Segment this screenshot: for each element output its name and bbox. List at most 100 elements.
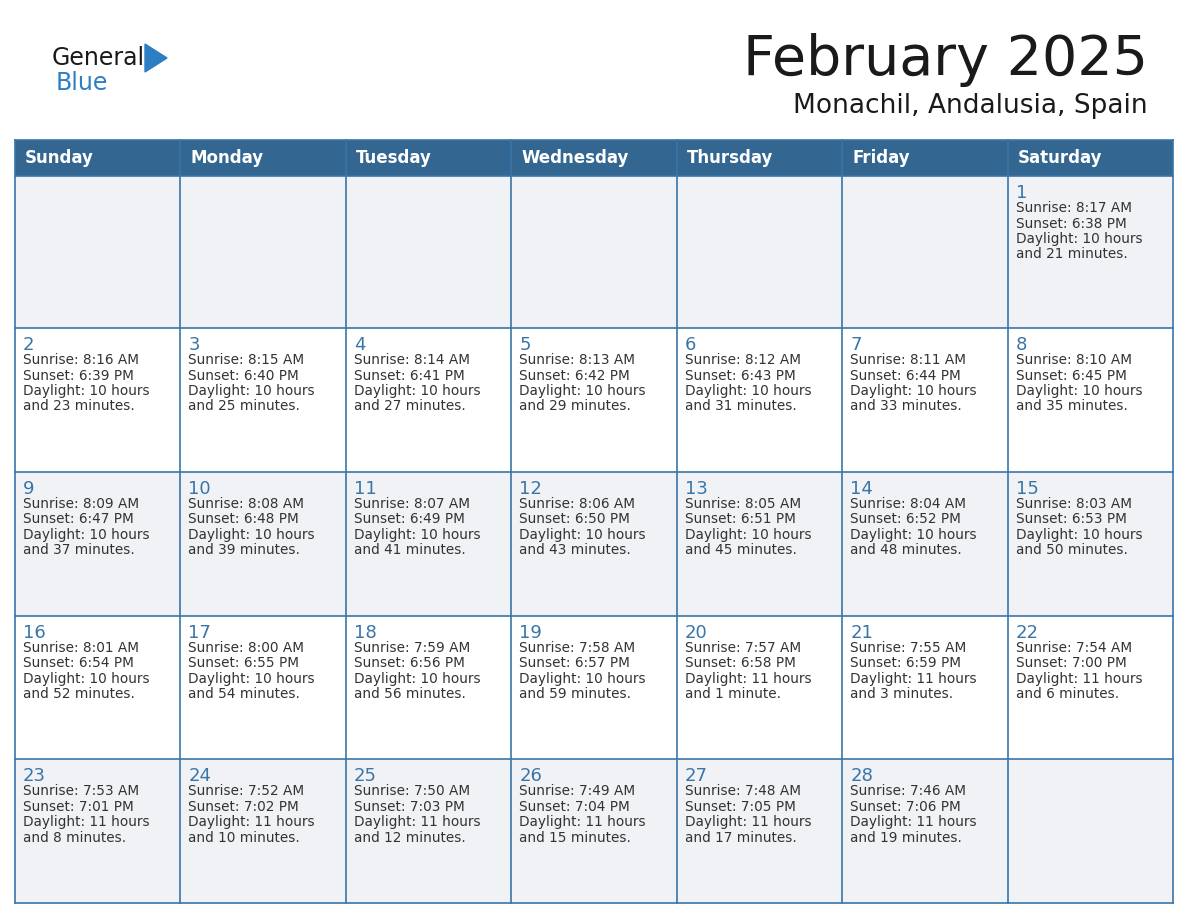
Text: Sunrise: 7:58 AM: Sunrise: 7:58 AM [519, 641, 636, 655]
Text: Sunrise: 7:52 AM: Sunrise: 7:52 AM [189, 784, 304, 799]
Text: 18: 18 [354, 623, 377, 642]
Text: Sunrise: 7:50 AM: Sunrise: 7:50 AM [354, 784, 470, 799]
Text: Sunrise: 8:12 AM: Sunrise: 8:12 AM [684, 353, 801, 367]
Bar [511, 615, 677, 759]
Text: Daylight: 10 hours: Daylight: 10 hours [519, 528, 646, 542]
Bar [1007, 615, 1173, 759]
Bar [1007, 176, 1173, 328]
Text: Daylight: 10 hours: Daylight: 10 hours [851, 528, 977, 542]
Text: Wednesday: Wednesday [522, 149, 628, 167]
Bar [15, 176, 181, 328]
Text: Sunrise: 8:14 AM: Sunrise: 8:14 AM [354, 353, 470, 367]
Text: 13: 13 [684, 480, 708, 498]
Text: and 33 minutes.: and 33 minutes. [851, 399, 962, 413]
Text: Daylight: 11 hours: Daylight: 11 hours [23, 815, 150, 829]
Bar [181, 472, 346, 615]
Bar [677, 176, 842, 328]
Text: Sunrise: 8:06 AM: Sunrise: 8:06 AM [519, 497, 636, 510]
Text: Daylight: 11 hours: Daylight: 11 hours [684, 815, 811, 829]
Text: and 12 minutes.: and 12 minutes. [354, 831, 466, 845]
Text: Sunset: 6:58 PM: Sunset: 6:58 PM [684, 656, 796, 670]
Text: Daylight: 10 hours: Daylight: 10 hours [519, 384, 646, 398]
Bar [842, 472, 1007, 615]
Bar [1007, 328, 1173, 472]
Bar [346, 759, 511, 903]
Text: Sunrise: 8:08 AM: Sunrise: 8:08 AM [189, 497, 304, 510]
Bar [511, 759, 677, 903]
Text: Sunrise: 8:01 AM: Sunrise: 8:01 AM [23, 641, 139, 655]
Text: 27: 27 [684, 767, 708, 785]
Text: Daylight: 10 hours: Daylight: 10 hours [519, 671, 646, 686]
Text: 1: 1 [1016, 184, 1026, 202]
Text: and 45 minutes.: and 45 minutes. [684, 543, 797, 557]
Text: Sunset: 7:03 PM: Sunset: 7:03 PM [354, 800, 465, 813]
Bar [677, 140, 842, 176]
Bar [181, 328, 346, 472]
Bar [15, 140, 181, 176]
Text: Sunrise: 7:54 AM: Sunrise: 7:54 AM [1016, 641, 1132, 655]
Text: and 41 minutes.: and 41 minutes. [354, 543, 466, 557]
Text: and 35 minutes.: and 35 minutes. [1016, 399, 1127, 413]
Text: Sunrise: 7:46 AM: Sunrise: 7:46 AM [851, 784, 966, 799]
Text: 9: 9 [23, 480, 34, 498]
Text: and 3 minutes.: and 3 minutes. [851, 687, 953, 701]
Text: Monday: Monday [190, 149, 264, 167]
Bar [842, 759, 1007, 903]
Text: Sunrise: 7:48 AM: Sunrise: 7:48 AM [684, 784, 801, 799]
Polygon shape [145, 44, 168, 72]
Bar [346, 472, 511, 615]
Text: 25: 25 [354, 767, 377, 785]
Bar [511, 472, 677, 615]
Text: and 17 minutes.: and 17 minutes. [684, 831, 796, 845]
Bar [677, 759, 842, 903]
Text: Monachil, Andalusia, Spain: Monachil, Andalusia, Spain [794, 93, 1148, 119]
Text: 21: 21 [851, 623, 873, 642]
Text: Daylight: 10 hours: Daylight: 10 hours [1016, 232, 1142, 246]
Text: Sunrise: 7:59 AM: Sunrise: 7:59 AM [354, 641, 470, 655]
Text: Daylight: 11 hours: Daylight: 11 hours [189, 815, 315, 829]
Text: Daylight: 10 hours: Daylight: 10 hours [684, 384, 811, 398]
Text: Sunset: 6:59 PM: Sunset: 6:59 PM [851, 656, 961, 670]
Text: Sunset: 7:00 PM: Sunset: 7:00 PM [1016, 656, 1126, 670]
Text: Sunrise: 8:07 AM: Sunrise: 8:07 AM [354, 497, 470, 510]
Text: and 39 minutes.: and 39 minutes. [189, 543, 301, 557]
Text: Sunset: 6:43 PM: Sunset: 6:43 PM [684, 368, 796, 383]
Text: and 27 minutes.: and 27 minutes. [354, 399, 466, 413]
Text: Sunrise: 8:00 AM: Sunrise: 8:00 AM [189, 641, 304, 655]
Bar [842, 328, 1007, 472]
Bar [15, 615, 181, 759]
Bar [181, 759, 346, 903]
Text: and 54 minutes.: and 54 minutes. [189, 687, 301, 701]
Text: Sunset: 7:04 PM: Sunset: 7:04 PM [519, 800, 630, 813]
Text: and 50 minutes.: and 50 minutes. [1016, 543, 1127, 557]
Text: Sunrise: 8:15 AM: Sunrise: 8:15 AM [189, 353, 304, 367]
Bar [511, 140, 677, 176]
Text: 6: 6 [684, 336, 696, 354]
Text: 22: 22 [1016, 623, 1038, 642]
Bar [1007, 140, 1173, 176]
Text: Daylight: 11 hours: Daylight: 11 hours [354, 815, 480, 829]
Bar [842, 615, 1007, 759]
Text: 10: 10 [189, 480, 211, 498]
Text: Daylight: 10 hours: Daylight: 10 hours [354, 671, 480, 686]
Text: Sunset: 6:47 PM: Sunset: 6:47 PM [23, 512, 134, 526]
Text: and 19 minutes.: and 19 minutes. [851, 831, 962, 845]
Text: Daylight: 10 hours: Daylight: 10 hours [23, 528, 150, 542]
Text: Sunset: 6:42 PM: Sunset: 6:42 PM [519, 368, 630, 383]
Text: Sunset: 6:53 PM: Sunset: 6:53 PM [1016, 512, 1126, 526]
Text: Sunset: 6:44 PM: Sunset: 6:44 PM [851, 368, 961, 383]
Text: Daylight: 10 hours: Daylight: 10 hours [189, 384, 315, 398]
Bar [511, 176, 677, 328]
Text: Sunset: 6:57 PM: Sunset: 6:57 PM [519, 656, 630, 670]
Text: Daylight: 11 hours: Daylight: 11 hours [684, 671, 811, 686]
Text: Sunrise: 7:53 AM: Sunrise: 7:53 AM [23, 784, 139, 799]
Text: Daylight: 10 hours: Daylight: 10 hours [851, 384, 977, 398]
Text: and 29 minutes.: and 29 minutes. [519, 399, 631, 413]
Text: 14: 14 [851, 480, 873, 498]
Bar [511, 328, 677, 472]
Text: 8: 8 [1016, 336, 1026, 354]
Text: and 52 minutes.: and 52 minutes. [23, 687, 135, 701]
Text: Sunset: 6:56 PM: Sunset: 6:56 PM [354, 656, 465, 670]
Text: Daylight: 10 hours: Daylight: 10 hours [1016, 528, 1142, 542]
Bar [1007, 472, 1173, 615]
